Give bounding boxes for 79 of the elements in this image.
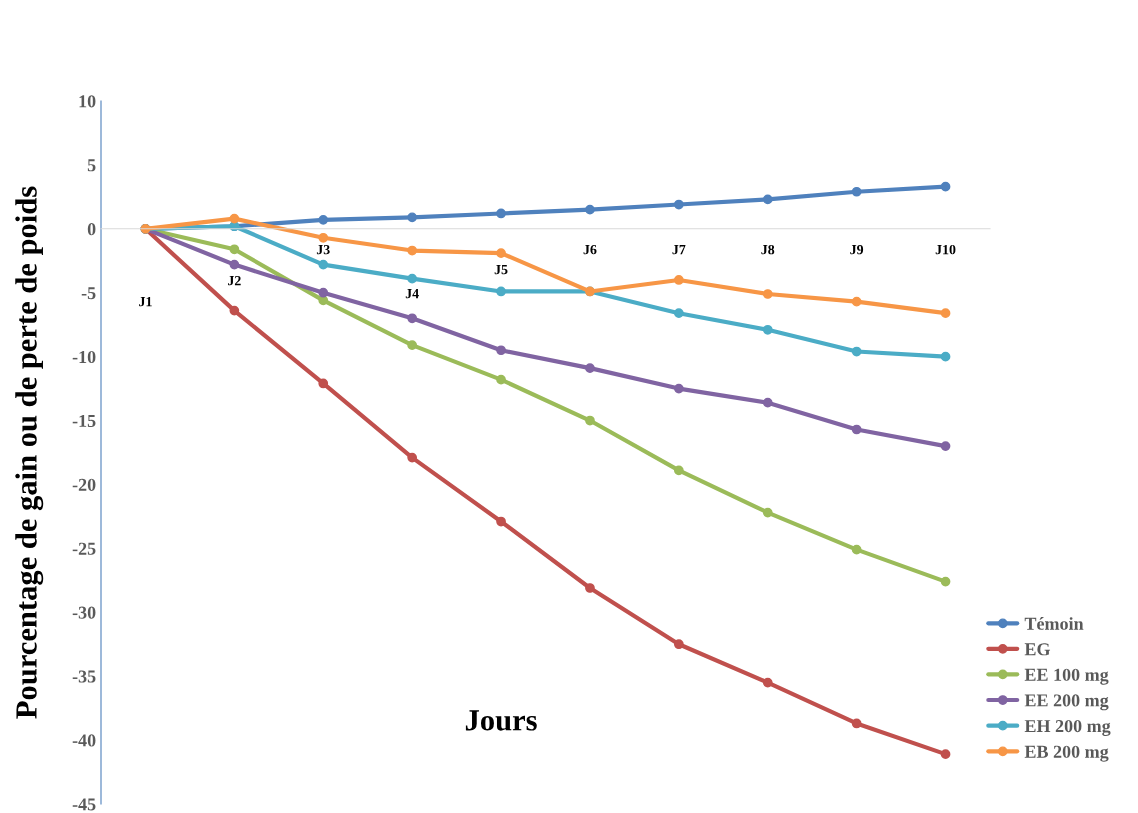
y-tick-label: -35 [72,670,96,683]
x-tick-label: J2 [228,275,241,286]
x-tick-label: J7 [672,245,686,255]
x-tick-label: J10 [935,244,956,255]
point [496,286,506,297]
legend-label: EG [1024,643,1051,656]
x-tick-label: J1 [139,296,152,307]
y-tick-label: -5 [81,287,96,300]
y-tick-label: 5 [87,159,96,172]
point [851,186,862,197]
point [762,194,773,205]
legend-label: EH 200 mg [1024,719,1111,736]
point [407,245,418,256]
legend-label: Témoin [1024,617,1084,630]
point [318,287,329,298]
y-tick-label: 10 [79,95,96,108]
point [407,273,418,284]
point [585,415,595,426]
point [585,204,595,215]
point [496,516,506,527]
point [673,275,684,285]
x-tick-label: J5 [494,265,508,275]
point [851,424,862,435]
point [229,244,240,255]
x-tick-label: J6 [583,244,597,255]
y-tick-label: -15 [72,414,96,427]
point [407,212,418,223]
point [940,441,951,451]
x-tick-label: J9 [850,244,864,255]
point [762,507,773,518]
point [496,208,506,219]
legend-label: EE 200 mg [1024,694,1109,711]
point [673,639,684,650]
point [851,718,862,729]
point [318,215,329,225]
point [673,465,684,476]
y-tick-label: -10 [72,350,96,364]
point [762,324,773,335]
point [673,308,684,319]
point [229,259,240,270]
point [585,583,595,593]
point [673,383,684,394]
point [229,213,240,224]
point [851,544,862,555]
point [851,346,862,357]
y-tick-label: -40 [72,734,96,747]
x-tick-label: J8 [761,244,775,255]
point [762,289,773,299]
x-tick-label: J3 [316,244,330,255]
point [940,181,951,192]
point [940,308,951,319]
point [673,199,684,210]
point [496,248,506,258]
point [229,305,240,316]
point [318,259,329,270]
point [407,452,418,463]
y-tick-label: 0 [87,223,96,236]
point [851,296,862,307]
point [318,378,329,389]
point [940,576,951,587]
point [940,749,951,760]
point [496,345,506,356]
point [762,677,773,688]
y-tick-label: -30 [72,606,96,619]
legend-label: EE 100 mg [1024,668,1109,685]
y-tick-label: -20 [72,478,96,491]
y-tick-label: -25 [72,542,96,555]
point [585,363,595,374]
point [407,313,418,324]
point [762,397,773,408]
point [318,232,329,243]
y-tick-label: -45 [72,798,96,811]
y-axis-title: Pourcentage de gain ou de perte de poids [15,186,44,719]
x-axis-title: Jours [465,710,537,731]
point [940,351,951,362]
x-tick-label: J4 [405,289,419,299]
point [496,374,506,385]
point [407,340,418,350]
legend-label: EB 200 mg [1024,745,1109,762]
